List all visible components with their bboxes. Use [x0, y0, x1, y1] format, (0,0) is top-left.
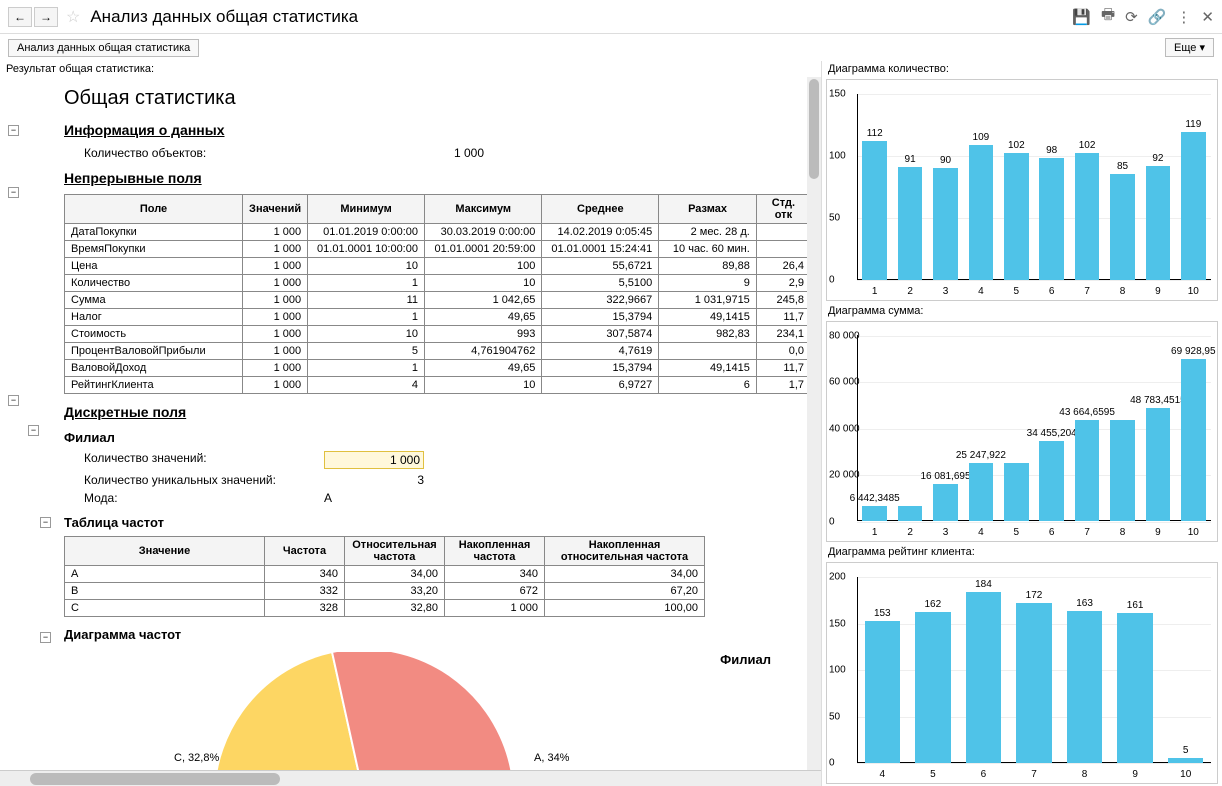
pie-chart: Филиал C, 32,8% A, 34% [64, 652, 811, 770]
object-count-label: Количество объектов: [84, 146, 384, 160]
val-count-value: 1 000 [324, 451, 424, 469]
main-scroll[interactable]: Общая статистика Информация о данных Кол… [60, 77, 821, 770]
tab-button[interactable]: Анализ данных общая статистика [8, 39, 199, 57]
tree-toggle[interactable]: − [40, 517, 51, 528]
nav-forward-button[interactable]: → [34, 7, 58, 27]
tree-toggle[interactable]: − [40, 632, 51, 643]
pie-label-a: A, 34% [534, 752, 569, 764]
unique-count-value: 3 [324, 473, 424, 487]
tree-toggle[interactable]: − [8, 125, 19, 136]
tree-toggle[interactable]: − [8, 187, 19, 198]
refresh-icon[interactable]: ⟳ [1125, 8, 1138, 26]
more-button[interactable]: Еще ▾ [1165, 38, 1214, 57]
info-heading: Информация о данных [64, 122, 811, 138]
chart-qty-label: Диаграмма количество: [822, 61, 1222, 77]
object-count-value: 1 000 [384, 146, 484, 160]
chart-rating-label: Диаграмма рейтинг клиента: [822, 544, 1222, 560]
more-icon[interactable]: ⋮ [1176, 8, 1191, 26]
print-icon[interactable]: 🖶 [1101, 4, 1115, 29]
tree-toggle[interactable]: − [28, 425, 39, 436]
nav-back-button[interactable]: ← [8, 7, 32, 27]
close-icon[interactable]: ✕ [1201, 8, 1214, 26]
chart-rating: 050100150200153416251846172716381619510 [826, 562, 1218, 784]
tree-toggle[interactable]: − [8, 395, 19, 406]
tree-column: − − − − − − [0, 77, 60, 770]
mode-value: A [324, 491, 424, 505]
chart-sum: 020 00040 00060 00080 0006 442,34851216 … [826, 321, 1218, 543]
chart-sum-label: Диаграмма сумма: [822, 303, 1222, 319]
freq-chart-heading: Диаграмма частот [64, 627, 811, 642]
star-icon[interactable]: ☆ [66, 7, 80, 27]
freq-table: ЗначениеЧастотаОтносительная частотаНако… [64, 536, 705, 617]
horizontal-scrollbar[interactable] [0, 770, 821, 786]
branch-heading: Филиал [64, 430, 811, 445]
unique-count-label: Количество уникальных значений: [84, 473, 324, 487]
chart-qty: 0501001501121912903109410259861027858929… [826, 79, 1218, 301]
continuous-table: ПолеЗначенийМинимумМаксимумСреднееРазмах… [64, 194, 811, 394]
main-heading: Общая статистика [64, 87, 811, 110]
subbar: Анализ данных общая статистика Еще ▾ [0, 34, 1222, 61]
save-icon[interactable]: 💾 [1072, 8, 1091, 26]
val-count-label: Количество значений: [84, 451, 324, 469]
left-section-label: Результат общая статистика: [0, 61, 821, 77]
pie-title: Филиал [720, 652, 771, 667]
continuous-heading: Непрерывные поля [64, 170, 811, 186]
mode-label: Мода: [84, 491, 324, 505]
titlebar: ← → ☆ Анализ данных общая статистика 💾 🖶… [0, 0, 1222, 34]
link-icon[interactable]: 🔗 [1148, 8, 1167, 26]
discrete-heading: Дискретные поля [64, 404, 811, 420]
pie-label-c: C, 32,8% [174, 752, 219, 764]
window-title: Анализ данных общая статистика [90, 7, 1072, 27]
freq-table-heading: Таблица частот [64, 515, 811, 530]
